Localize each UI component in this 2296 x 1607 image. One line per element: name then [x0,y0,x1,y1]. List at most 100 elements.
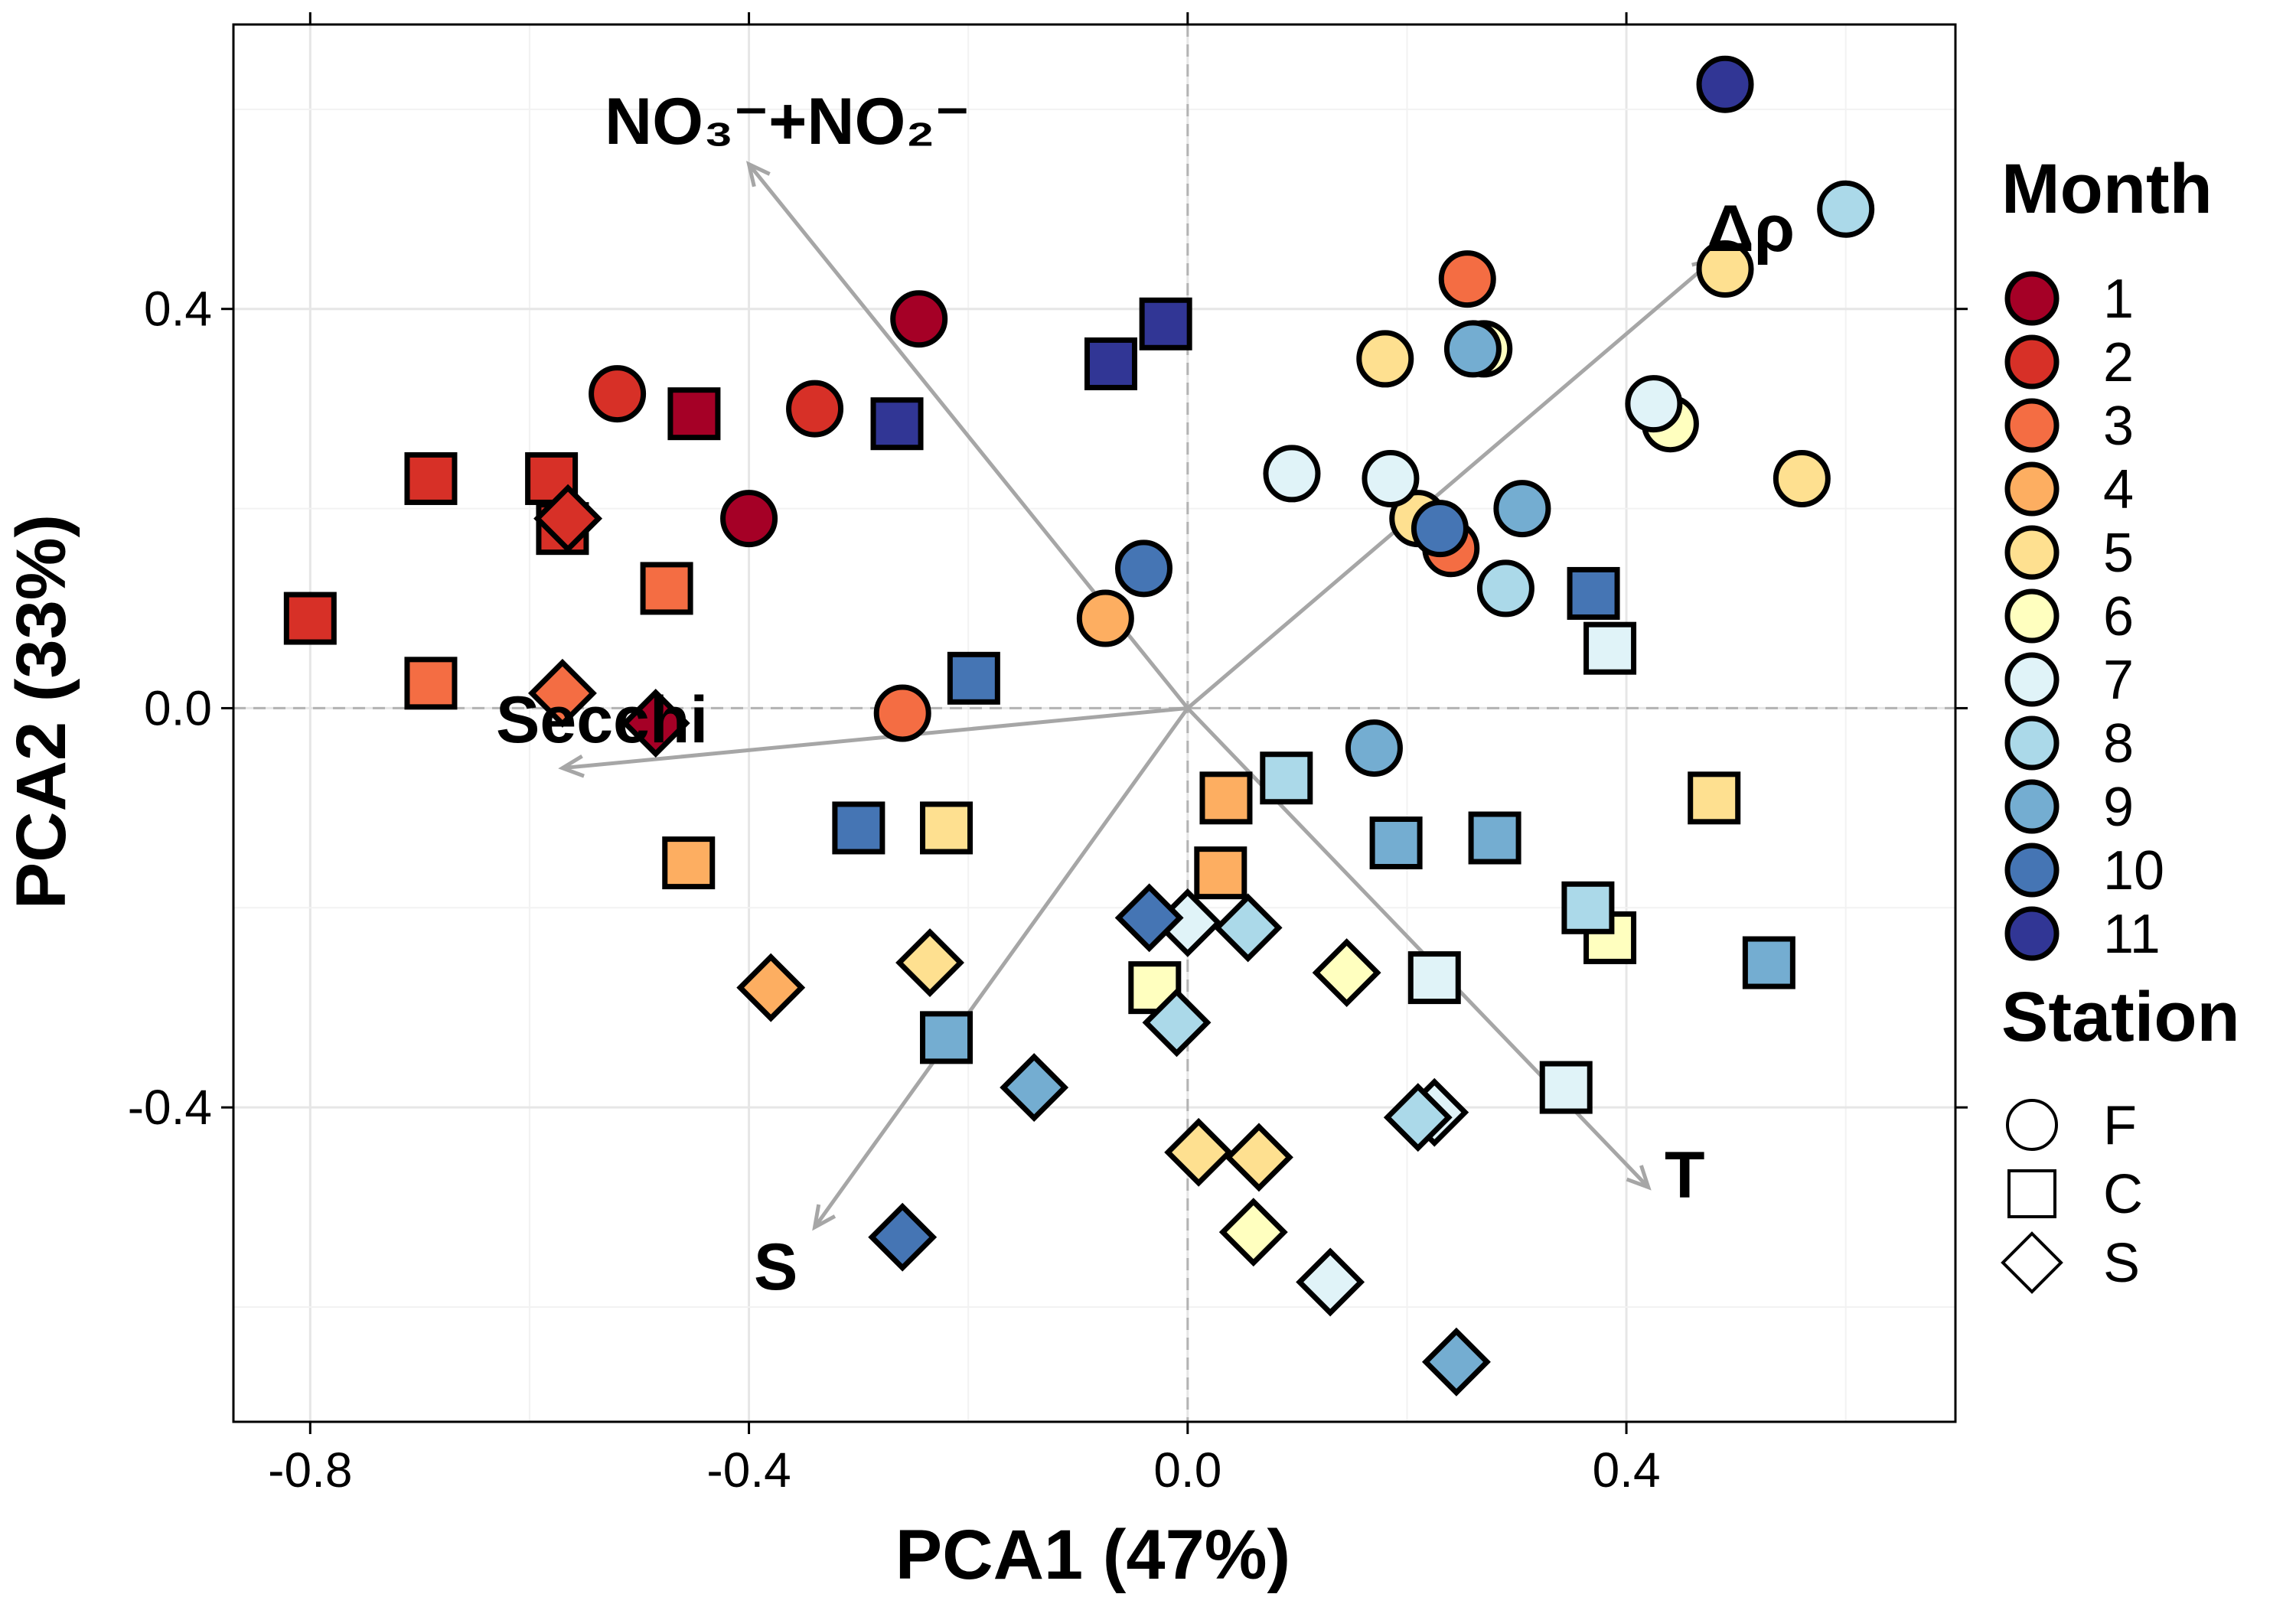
x-tick-label: 0.0 [1153,1442,1221,1498]
point-station-C-month-11 [1084,337,1137,390]
loading-label: Secchi [496,683,708,757]
point-station-C-month-10 [832,801,885,855]
y-axis-title: PCA2 (33%) [2,514,80,909]
month-legend-label: 4 [2103,459,2134,520]
y-tick-label: 0.4 [144,282,212,337]
x-tick-label: 0.4 [1593,1442,1661,1498]
point-station-C-month-2 [283,592,337,645]
station-legend-label: C [2103,1164,2143,1225]
month-legend-key [2004,715,2060,771]
point-station-C-month-9 [1369,817,1423,870]
x-axis-title: PCA1 (47%) [895,1516,1290,1594]
month-legend-key [2004,906,2060,961]
point-station-F-month-8 [1476,559,1534,618]
month-legend-key [2004,525,2060,580]
month-legend-key [2004,779,2060,834]
month-legend-label: 8 [2103,713,2134,774]
point-station-S-month-1 [621,689,690,758]
point-station-F-month-10 [1411,500,1469,558]
point-station-S-month-5 [1164,1117,1234,1187]
month-legend-key [2004,461,2060,517]
point-station-C-month-2 [404,451,458,505]
loading-label: NO₃⁻+NO₂⁻ [605,85,970,158]
point-station-C-month-4 [1194,846,1247,900]
loading-arrow-line [813,706,1189,1229]
point-station-C-month-8 [1561,881,1615,934]
point-station-F-month-9 [1493,480,1551,538]
axis-ticks: -0.8 -0.4 0.0 0.4 -0.4 0.0 0.4 [128,12,1968,1498]
point-station-C-month-9 [1468,811,1521,865]
y-tick-label: -0.4 [128,1080,212,1135]
x-tick-label: -0.8 [268,1442,352,1498]
point-station-F-month-1 [890,290,948,348]
station-legend-label: F [2103,1095,2137,1156]
point-station-S-month-7 [1296,1247,1365,1317]
point-station-C-month-11 [870,397,924,451]
point-station-F-month-7 [1625,375,1683,433]
month-legend-label: 6 [2103,586,2134,647]
point-station-S-month-8 [1142,988,1212,1058]
point-station-C-month-9 [920,1011,974,1064]
point-station-F-month-5 [1356,330,1414,388]
station-legend-title: Station [2001,978,2240,1056]
point-station-C-month-4 [1199,771,1253,825]
station-legend: Station FCS [2001,978,2240,1294]
loading-label: S [754,1231,797,1304]
point-station-S-month-5 [895,928,964,997]
point-station-C-month-8 [1260,751,1313,805]
loading-label: T [1665,1139,1705,1212]
month-legend-key [2004,843,2060,898]
station-legend-key [2006,1099,2058,1151]
point-station-C-month-5 [1688,771,1741,825]
point-station-F-month-5 [1696,240,1754,298]
point-station-C-month-10 [1567,566,1620,620]
point-station-S-month-8 [1383,1083,1453,1152]
plot-panel-border [232,23,1957,1423]
point-station-C-month-1 [667,387,721,441]
point-station-C-month-5 [920,801,974,855]
month-legend-label: 11 [2103,904,2161,965]
loading-labels: NO₃⁻+NO₂⁻ Δρ Secchi T S [496,85,1795,1304]
data-points [283,55,1875,1397]
point-station-C-month-9 [1742,936,1795,989]
point-station-F-month-9 [1443,320,1502,378]
point-station-S-month-4 [736,953,806,1022]
month-legend-label: 7 [2103,650,2134,711]
loading-arrow-line [1186,257,1716,710]
loading-arrow-head [558,754,585,778]
point-station-C-month-11 [1139,297,1192,350]
point-station-F-month-8 [1817,180,1875,238]
reference-lines [233,24,1955,1422]
point-station-S-month-6 [1218,1198,1288,1267]
month-legend-label: 10 [2103,840,2164,901]
month-legend-key [2004,652,2060,707]
point-station-F-month-3 [873,684,931,742]
month-legend-label: 9 [2103,777,2134,838]
point-station-S-month-8 [1213,893,1283,963]
point-station-S-month-6 [1312,938,1381,1008]
point-station-F-month-4 [1076,589,1134,647]
point-station-S-month-5 [1225,1123,1293,1192]
loading-arrow-line [562,706,1189,771]
point-station-F-month-7 [1263,445,1321,503]
point-station-C-month-7 [1583,621,1637,675]
point-station-S-month-9 [1000,1053,1069,1123]
point-station-F-month-3 [1438,250,1496,308]
point-station-C-month-7 [1539,1061,1593,1114]
station-legend-key [2001,1231,2063,1294]
month-legend-title: Month [2001,150,2213,228]
month-legend-key [2004,398,2060,453]
point-station-S-month-3 [527,658,597,728]
point-station-F-month-2 [786,380,844,438]
point-station-F-month-11 [1696,55,1754,113]
point-station-F-month-9 [1345,719,1403,777]
point-station-C-month-3 [404,657,458,710]
point-station-S-month-10 [868,1202,938,1272]
point-station-C-month-7 [1407,951,1461,1005]
point-station-C-month-4 [662,836,716,890]
point-station-S-month-10 [1114,883,1184,953]
point-station-F-month-7 [1362,449,1420,507]
month-legend-label: 2 [2103,332,2134,393]
